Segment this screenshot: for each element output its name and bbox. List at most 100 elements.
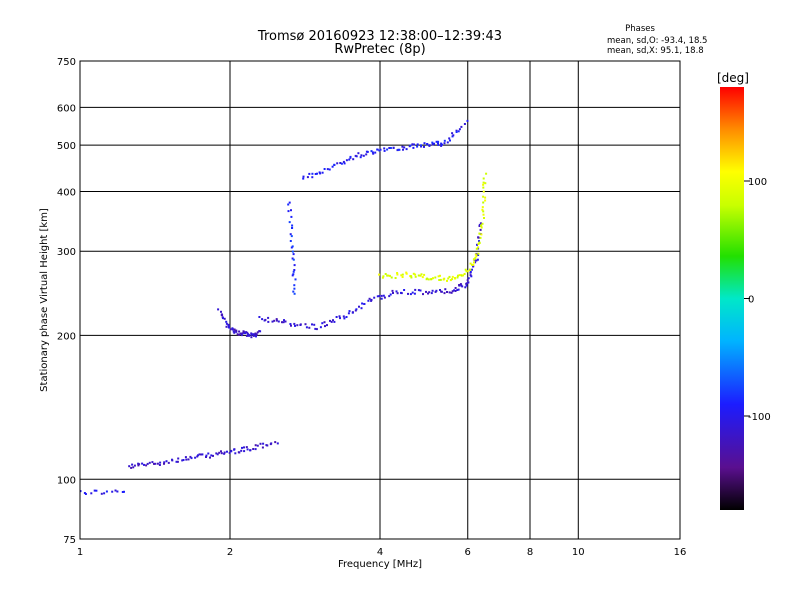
data-point	[389, 274, 391, 277]
data-point	[482, 201, 485, 204]
data-point	[405, 148, 408, 151]
data-point	[288, 221, 291, 224]
data-point	[234, 452, 237, 455]
data-point	[457, 130, 460, 133]
data-point	[435, 289, 438, 292]
data-point	[451, 290, 454, 293]
data-point	[476, 243, 478, 246]
data-point	[220, 452, 223, 455]
data-point	[420, 145, 423, 148]
data-point	[205, 454, 208, 457]
data-point	[447, 277, 450, 280]
data-point	[238, 451, 241, 454]
data-point	[316, 172, 318, 175]
data-point	[360, 154, 363, 157]
data-point	[400, 292, 403, 295]
data-point	[245, 331, 248, 334]
data-point	[171, 458, 173, 461]
data-point	[475, 259, 478, 262]
data-point	[264, 318, 267, 321]
stats-o-line: mean, sd,O: -93.4, 18.5	[607, 36, 707, 46]
plot-frame	[79, 60, 681, 540]
data-point	[167, 461, 170, 464]
data-point	[289, 233, 292, 236]
data-point	[431, 289, 434, 292]
axis-ticks: 1 2 4 6 8 10 16 75 100 200 300 400 500 600 750	[57, 57, 686, 558]
data-point	[131, 463, 134, 466]
data-point	[475, 247, 478, 250]
data-point	[464, 286, 467, 289]
y-tick-label-75: 75	[63, 535, 76, 546]
colorbar-ticks: 100 0 -100	[744, 177, 771, 423]
data-point	[440, 290, 443, 293]
data-point	[163, 462, 165, 465]
data-point	[289, 323, 292, 325]
data-point	[469, 268, 471, 271]
data-point	[258, 330, 261, 333]
data-point	[182, 459, 185, 461]
data-point	[230, 450, 233, 453]
data-point	[267, 320, 270, 323]
data-point	[293, 269, 296, 271]
data-point	[351, 311, 354, 314]
data-point	[465, 270, 468, 273]
data-point	[412, 146, 415, 149]
data-point	[210, 454, 213, 457]
x-axis-label: Frequency [MHz]	[338, 559, 422, 570]
data-point	[383, 149, 386, 152]
data-point	[246, 331, 249, 334]
data-point	[292, 290, 295, 293]
data-point	[414, 273, 417, 276]
data-point	[311, 172, 314, 175]
data-point	[478, 241, 481, 244]
data-point	[308, 326, 311, 329]
data-point	[261, 446, 264, 449]
data-point	[250, 336, 253, 339]
data-point	[474, 253, 477, 256]
data-point	[138, 463, 141, 466]
data-point	[478, 232, 481, 235]
data-point	[419, 274, 422, 277]
data-point	[198, 453, 201, 456]
data-point	[480, 233, 483, 236]
data-point	[444, 288, 447, 291]
data-point	[293, 264, 296, 267]
data-point	[114, 489, 117, 492]
data-point	[323, 321, 326, 324]
data-point	[457, 274, 459, 277]
data-point	[413, 143, 415, 146]
data-point	[235, 330, 238, 333]
data-point	[453, 289, 456, 292]
data-point	[259, 442, 262, 445]
data-point	[412, 272, 415, 275]
colorbar-tick-label-100: 100	[748, 177, 767, 188]
data-point	[398, 148, 401, 151]
data-point	[465, 284, 468, 287]
colorbar-tick-label--100: -100	[748, 412, 771, 423]
data-point	[326, 168, 329, 171]
data-point	[254, 444, 257, 447]
stats-title: Phases	[625, 24, 655, 34]
x-tick-label-1: 1	[77, 547, 83, 558]
data-point	[370, 150, 373, 153]
data-point	[482, 213, 485, 216]
data-point	[428, 144, 431, 147]
data-point	[463, 273, 466, 275]
data-point	[472, 265, 475, 268]
data-point	[291, 227, 293, 229]
data-point	[342, 160, 345, 163]
data-point	[379, 148, 382, 151]
data-point	[304, 323, 307, 326]
data-point	[226, 450, 228, 453]
data-point	[431, 141, 434, 144]
data-point	[347, 312, 350, 315]
data-point	[121, 491, 124, 493]
data-point	[433, 142, 435, 145]
data-point	[482, 190, 485, 193]
data-point	[277, 320, 280, 323]
y-tick-label-600: 600	[57, 103, 76, 114]
data-point	[284, 320, 287, 323]
data-point	[446, 141, 449, 144]
x-tick-label-10: 10	[572, 547, 585, 558]
